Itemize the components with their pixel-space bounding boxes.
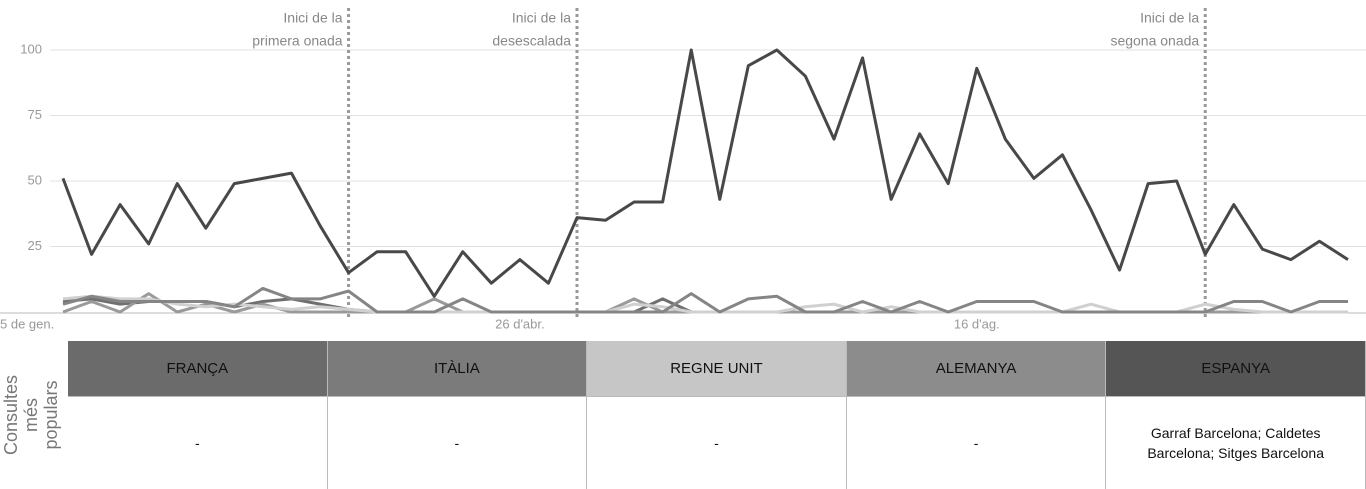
annotation-text: Inici de la (283, 10, 342, 26)
x-tick-label: 16 d'ag. (954, 316, 1000, 331)
table-cell: - (587, 397, 847, 489)
series-line (62, 286, 1348, 314)
annotation-text: segona onada (1110, 33, 1199, 49)
annotation-text: Inici de la (512, 10, 571, 26)
annotation-text: Inici de la (1140, 10, 1199, 26)
y-tick-label: 75 (28, 107, 42, 122)
table-header: ESPANYA (1106, 341, 1366, 397)
y-tick-label: 100 (20, 41, 42, 56)
table-header: REGNE UNIT (587, 341, 847, 397)
y-tick-label: 25 (28, 238, 42, 253)
table-cell: - (328, 397, 588, 489)
y-tick-label: 50 (28, 172, 42, 187)
table-header: ITÀLIA (327, 341, 588, 397)
x-tick-label: 5 de gen. (0, 316, 54, 331)
series-line (61, 48, 1349, 298)
table-cell: - (68, 397, 328, 489)
table-header: FRANÇA (68, 341, 328, 397)
annotation-text: desescalada (492, 33, 571, 49)
row-label-box: Consultes més populars (0, 340, 62, 489)
annotation-text: primera onada (252, 33, 342, 49)
row-label: Consultes més populars (1, 374, 62, 455)
x-tick-label: 26 d'abr. (495, 316, 544, 331)
table-cell: Garraf Barcelona; Caldetes Barcelona; Si… (1106, 397, 1366, 489)
table-cell: - (847, 397, 1107, 489)
chart: 25 50 75 100 5 de gen. 26 d'abr. 16 d'ag. Inici… (0, 8, 1366, 331)
table-header: ALEMANYA (846, 341, 1107, 397)
